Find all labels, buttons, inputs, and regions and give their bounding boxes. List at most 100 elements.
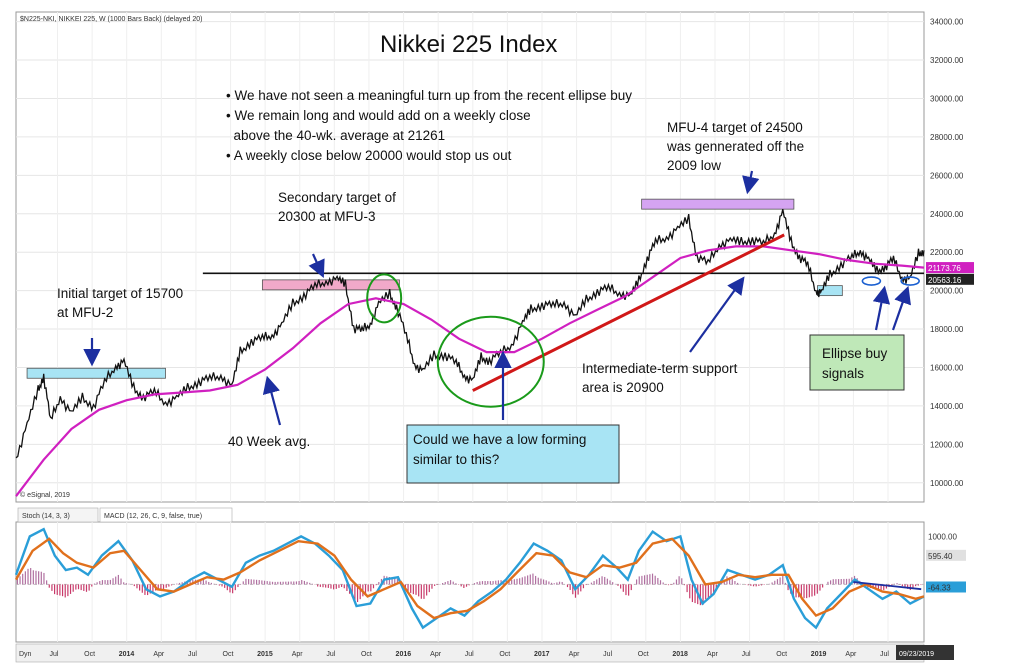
time-tick-label: Jul xyxy=(326,651,335,658)
macd-tick-label: 595.40 xyxy=(928,552,953,561)
macd-tab[interactable] xyxy=(99,507,233,523)
price-y-axis: 10000.00 12000.00 14000.00 16000.00 18000.00… xyxy=(930,18,964,488)
ellipse-buy-arrow-2 xyxy=(891,285,911,331)
price-label-badge xyxy=(926,262,974,274)
time-tick-label: Jul xyxy=(880,651,889,658)
support-line-1: Intermediate-term support xyxy=(582,361,738,376)
chart-header-text: $N225-NKI, NIKKEI 225, W (1000 Bars Back… xyxy=(20,16,202,23)
macd-y-labels: 1000.00 595.40 -64.33 xyxy=(926,532,966,593)
low-forming-line-2: similar to this? xyxy=(413,452,499,467)
time-tick-label: 2019 xyxy=(811,651,827,658)
mfu4-target-arrow xyxy=(742,170,760,195)
price-label-badge xyxy=(926,273,974,285)
time-tick-label: Oct xyxy=(499,651,510,658)
price-tick-label: 32000.00 xyxy=(930,56,964,65)
initial-target-line-1: Initial target of 15700 xyxy=(57,286,183,301)
time-tick-label: Apr xyxy=(707,651,719,658)
stoch-tab-label: Stoch (14, 3, 3) xyxy=(22,513,70,520)
price-tick-label: 22000.00 xyxy=(930,248,964,257)
macd-value-badge xyxy=(926,549,966,561)
ellipse-buy-marker-1 xyxy=(861,276,882,286)
time-tick-label: Jul xyxy=(50,651,59,658)
price-tick-label: 14000.00 xyxy=(930,402,964,411)
secondary-target-line-1: Secondary target of xyxy=(278,190,396,205)
bullet-note-3: above the 40-wk. average at 21261 xyxy=(226,128,445,143)
ellipse-buy-line-1: Ellipse buy xyxy=(822,346,888,361)
price-label-text: 20563.16 xyxy=(928,276,962,285)
macd-tab-label: MACD (12, 26, C, 9, false, true) xyxy=(104,513,202,520)
price-tick-label: 16000.00 xyxy=(930,363,964,372)
time-tick-label: Apr xyxy=(292,651,304,658)
time-tick-label: Oct xyxy=(776,651,787,658)
mfu4-target-line-2: was gennerated off the xyxy=(666,139,804,154)
price-tick-label: 24000.00 xyxy=(930,210,964,219)
time-tick-label: Jul xyxy=(188,651,197,658)
price-tick-label: 34000.00 xyxy=(930,18,964,27)
price-tick-label: 26000.00 xyxy=(930,171,964,180)
price-series xyxy=(15,209,925,497)
copyright-text: © eSignal, 2019 xyxy=(20,491,70,499)
secondary-target-line-2: 20300 at MFU-3 xyxy=(278,209,376,224)
current-date-badge xyxy=(896,645,954,660)
macd-plot-area xyxy=(15,521,925,643)
macd-panel: Stoch (14, 3, 3) MACD (12, 26, C, 9, fal… xyxy=(14,507,966,643)
price-tick-label: 20000.00 xyxy=(930,287,964,296)
time-tick-label: 2016 xyxy=(396,651,412,658)
time-tick-label: Apr xyxy=(430,651,442,658)
price-labels: 21173.76 20563.16 xyxy=(926,262,974,285)
time-tick-label: 2017 xyxy=(534,651,550,658)
chart-overlays xyxy=(83,170,924,426)
time-tick-label: Oct xyxy=(361,651,372,658)
time-tick-label: Apr xyxy=(569,651,581,658)
dyn-label: Dyn xyxy=(19,651,32,658)
forty-week-note: 40 Week avg. xyxy=(228,434,310,449)
time-tick-label: Oct xyxy=(84,651,95,658)
macd-divergence-line xyxy=(853,581,922,591)
macd-value-badge xyxy=(926,581,966,593)
macd-line xyxy=(14,527,925,630)
support-line-2: area is 20900 xyxy=(582,380,664,395)
ellipse-buy-callout-box xyxy=(809,334,905,391)
time-tick-label: 2018 xyxy=(672,651,688,658)
chart-title: Nikkei 225 Index xyxy=(380,31,557,58)
time-tick-label: 2015 xyxy=(257,651,273,658)
current-date-label: 09/23/2019 xyxy=(899,651,934,658)
forty-week-avg-line xyxy=(15,245,925,497)
time-tick-label: Apr xyxy=(845,651,857,658)
time-axis: Dyn Jul Oct 2014 Apr Jul Oct 2015 Apr Jul Oct 2016… xyxy=(15,643,954,663)
price-label-text: 21173.76 xyxy=(928,264,961,273)
mfu4-target-line-3: 2009 low xyxy=(667,158,721,173)
time-tick-label: Jul xyxy=(742,651,751,658)
time-tick-label: Oct xyxy=(638,651,649,658)
secondary-target-arrow xyxy=(308,253,325,279)
time-tick-label: Apr xyxy=(153,651,165,658)
low-forming-line-1: Could we have a low forming xyxy=(413,432,586,447)
price-tick-label: 18000.00 xyxy=(930,325,964,334)
price-tick-label: 12000.00 xyxy=(930,440,964,449)
green-ellipse-large xyxy=(436,315,545,408)
time-tick-label: Jul xyxy=(603,651,612,658)
forty-week-arrow xyxy=(262,375,282,426)
mfu4-target-line-1: MFU-4 target of 24500 xyxy=(667,120,803,135)
macd-signal-line xyxy=(14,537,925,620)
low-forming-callout-box xyxy=(406,424,620,484)
time-axis-ticks: Jul Oct 2014 Apr Jul Oct 2015 Apr Jul Oct 2016 Apr J… xyxy=(50,651,890,658)
initial-target-line-2: at MFU-2 xyxy=(57,305,113,320)
price-panel: 10000.00 12000.00 14000.00 16000.00 18000.00… xyxy=(15,11,974,503)
target-box-mfu-4 xyxy=(641,198,795,210)
rising-trendline xyxy=(472,233,785,392)
bullet-note-1: • We have not seen a meaningful turn up … xyxy=(226,88,632,103)
price-tick-label: 28000.00 xyxy=(930,133,964,142)
price-tick-label: 30000.00 xyxy=(930,94,964,103)
price-series-line xyxy=(15,209,925,459)
ellipse-buy-marker-2 xyxy=(900,276,920,286)
price-plot-area xyxy=(15,11,925,503)
bullet-note-2: • We remain long and would add on a week… xyxy=(226,108,531,123)
time-tick-label: Jul xyxy=(465,651,474,658)
target-box-mfu-2 xyxy=(26,367,166,379)
green-ellipse-small xyxy=(366,273,403,324)
ellipse-buy-line-2: signals xyxy=(822,366,864,381)
macd-tick-label: -64.33 xyxy=(928,583,951,592)
ellipse-buy-arrow-1 xyxy=(872,285,891,331)
macd-series xyxy=(14,527,925,630)
